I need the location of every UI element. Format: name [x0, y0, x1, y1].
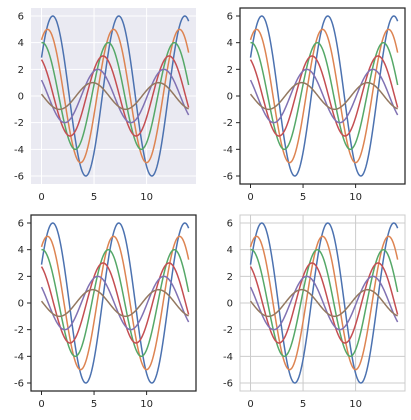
xtick-label: 0	[38, 192, 44, 203]
series-line-2	[249, 28, 399, 164]
xtick-label: 5	[91, 399, 97, 410]
series-line-1	[40, 222, 190, 384]
ytick-label: -6	[14, 172, 24, 183]
series-line-5	[40, 275, 190, 331]
ytick-label: -6	[223, 379, 233, 390]
series-line-1	[249, 222, 399, 384]
series-line-5	[249, 275, 399, 331]
xtick-label: 5	[91, 192, 97, 203]
ytick-label: 2	[227, 65, 233, 76]
xtick-label: 10	[140, 192, 153, 203]
ytick-label: 0	[227, 299, 233, 310]
series-line-4	[249, 55, 399, 137]
ytick-label: 0	[18, 92, 24, 103]
ytick-label: -2	[14, 118, 24, 129]
ytick-label: 2	[227, 272, 233, 283]
series-line-3	[41, 248, 190, 358]
series-line-6	[40, 288, 189, 318]
series-line-1	[40, 15, 190, 177]
series-line-6	[249, 81, 398, 111]
ytick-label: 4	[18, 38, 24, 49]
ytick-label: -2	[223, 325, 233, 336]
subplot-1: 0 5 10 -6 -4 -2 0 2 4 6	[14, 8, 196, 203]
xtick-label: 0	[247, 192, 253, 203]
xtick-label: 10	[140, 399, 153, 410]
series-line-5	[249, 68, 399, 124]
xtick-label: 10	[349, 399, 362, 410]
ytick-label: -4	[14, 352, 24, 363]
xtick-label: 0	[247, 399, 253, 410]
subplot-2: 0 5 10 -6 -4 -2 0 2 4 6	[223, 7, 406, 203]
series-line-2	[40, 235, 190, 371]
series-line-5	[40, 68, 190, 124]
ytick-label: 4	[227, 245, 233, 256]
ytick-label: 0	[227, 92, 233, 103]
ytick-label: 6	[18, 219, 24, 230]
series-line-2	[40, 28, 190, 164]
series-line-1	[249, 15, 399, 177]
xtick-label: 0	[38, 399, 44, 410]
series-line-3	[250, 41, 399, 151]
xtick-label: 10	[349, 192, 362, 203]
ytick-label: 6	[18, 12, 24, 23]
ytick-label: -6	[223, 172, 233, 183]
series-line-3	[41, 41, 190, 151]
series-line-6	[249, 288, 398, 318]
xtick-label: 5	[300, 399, 306, 410]
ytick-label: -2	[223, 118, 233, 129]
xtick-label: 5	[300, 192, 306, 203]
series-line-2	[249, 235, 399, 371]
ytick-label: 6	[227, 12, 233, 23]
series-line-4	[40, 55, 190, 137]
ytick-label: -4	[223, 352, 233, 363]
series-line-3	[250, 248, 399, 358]
ytick-label: -6	[14, 379, 24, 390]
series-line-6	[40, 81, 189, 111]
ytick-label: -2	[14, 325, 24, 336]
ytick-label: 0	[18, 299, 24, 310]
ytick-label: 4	[18, 245, 24, 256]
ytick-label: 2	[18, 65, 24, 76]
series-line-4	[40, 262, 190, 344]
subplot-3: 0 5 10 -6 -4 -2 0 2 4 6	[14, 214, 197, 410]
ytick-label: -4	[14, 145, 24, 156]
ytick-label: 2	[18, 272, 24, 283]
series-line-4	[249, 262, 399, 344]
subplot-4: 0 5 10 -6 -4 -2 0 2 4 6	[223, 214, 406, 410]
ytick-label: 4	[227, 38, 233, 49]
ytick-label: 6	[227, 219, 233, 230]
ytick-label: -4	[223, 145, 233, 156]
plot-frame	[239, 214, 406, 392]
